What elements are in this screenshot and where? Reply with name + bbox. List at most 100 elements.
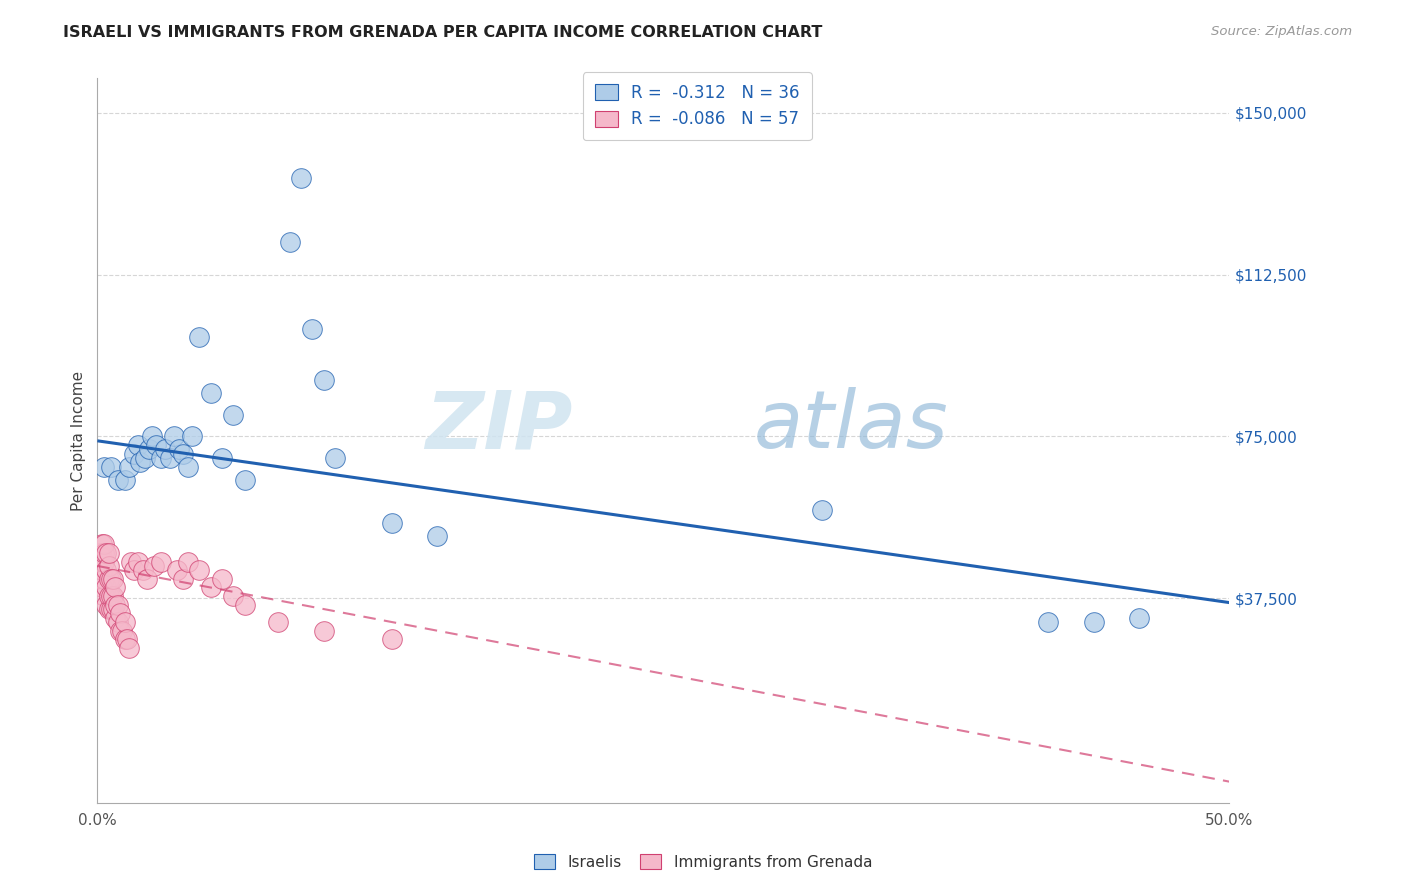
- Text: ISRAELI VS IMMIGRANTS FROM GRENADA PER CAPITA INCOME CORRELATION CHART: ISRAELI VS IMMIGRANTS FROM GRENADA PER C…: [63, 25, 823, 40]
- Point: [93, 572, 115, 586]
- Point: [233, 598, 256, 612]
- Point: [155, 442, 177, 457]
- Point: [381, 516, 404, 530]
- Point: [122, 447, 145, 461]
- Point: [103, 572, 125, 586]
- Point: [89, 558, 111, 573]
- Point: [108, 624, 131, 638]
- Point: [114, 632, 136, 647]
- Point: [89, 572, 111, 586]
- Point: [120, 555, 142, 569]
- Point: [111, 624, 134, 638]
- Point: [90, 563, 112, 577]
- Point: [177, 459, 200, 474]
- Point: [96, 563, 118, 577]
- Point: [100, 572, 122, 586]
- Point: [90, 537, 112, 551]
- Point: [131, 563, 153, 577]
- Point: [222, 408, 245, 422]
- Point: [211, 451, 233, 466]
- Text: atlas: atlas: [754, 387, 949, 466]
- Point: [97, 602, 120, 616]
- Point: [104, 581, 127, 595]
- Point: [100, 589, 122, 603]
- Point: [136, 572, 159, 586]
- Legend: Israelis, Immigrants from Grenada: Israelis, Immigrants from Grenada: [526, 847, 880, 877]
- Point: [115, 632, 138, 647]
- Point: [107, 598, 129, 612]
- Point: [100, 602, 122, 616]
- Point: [167, 442, 190, 457]
- Point: [141, 429, 163, 443]
- Text: ZIP: ZIP: [426, 387, 572, 466]
- Point: [145, 438, 167, 452]
- Point: [129, 455, 152, 469]
- Point: [188, 563, 211, 577]
- Point: [301, 321, 323, 335]
- Point: [181, 429, 204, 443]
- Point: [122, 563, 145, 577]
- Point: [108, 607, 131, 621]
- Point: [323, 451, 346, 466]
- Text: Source: ZipAtlas.com: Source: ZipAtlas.com: [1212, 25, 1353, 38]
- Point: [127, 438, 149, 452]
- Point: [103, 602, 125, 616]
- Point: [163, 429, 186, 443]
- Point: [381, 632, 404, 647]
- Point: [312, 373, 335, 387]
- Y-axis label: Per Capita Income: Per Capita Income: [72, 371, 86, 511]
- Point: [118, 640, 141, 655]
- Point: [96, 546, 118, 560]
- Point: [1128, 610, 1150, 624]
- Point: [103, 589, 125, 603]
- Point: [97, 558, 120, 573]
- Point: [149, 555, 172, 569]
- Point: [1083, 615, 1105, 629]
- Point: [134, 451, 156, 466]
- Point: [97, 546, 120, 560]
- Point: [200, 581, 222, 595]
- Point: [426, 529, 449, 543]
- Point: [1038, 615, 1060, 629]
- Point: [96, 581, 118, 595]
- Point: [93, 459, 115, 474]
- Point: [90, 581, 112, 595]
- Point: [233, 473, 256, 487]
- Point: [93, 546, 115, 560]
- Point: [211, 572, 233, 586]
- Point: [166, 563, 188, 577]
- Point: [90, 550, 112, 565]
- Point: [93, 589, 115, 603]
- Point: [89, 546, 111, 560]
- Point: [118, 459, 141, 474]
- Point: [188, 330, 211, 344]
- Point: [127, 555, 149, 569]
- Point: [278, 235, 301, 250]
- Point: [159, 451, 181, 466]
- Point: [177, 555, 200, 569]
- Point: [811, 503, 834, 517]
- Point: [172, 572, 194, 586]
- Point: [107, 615, 129, 629]
- Point: [97, 589, 120, 603]
- Point: [200, 386, 222, 401]
- Point: [104, 610, 127, 624]
- Point: [114, 473, 136, 487]
- Point: [267, 615, 290, 629]
- Legend: R =  -0.312   N = 36, R =  -0.086   N = 57: R = -0.312 N = 36, R = -0.086 N = 57: [583, 72, 811, 140]
- Point: [290, 170, 312, 185]
- Point: [107, 473, 129, 487]
- Point: [114, 615, 136, 629]
- Point: [96, 598, 118, 612]
- Point: [172, 447, 194, 461]
- Point: [100, 459, 122, 474]
- Point: [138, 442, 160, 457]
- Point: [312, 624, 335, 638]
- Point: [93, 537, 115, 551]
- Point: [222, 589, 245, 603]
- Point: [93, 555, 115, 569]
- Point: [97, 572, 120, 586]
- Point: [149, 451, 172, 466]
- Point: [142, 558, 165, 573]
- Point: [104, 598, 127, 612]
